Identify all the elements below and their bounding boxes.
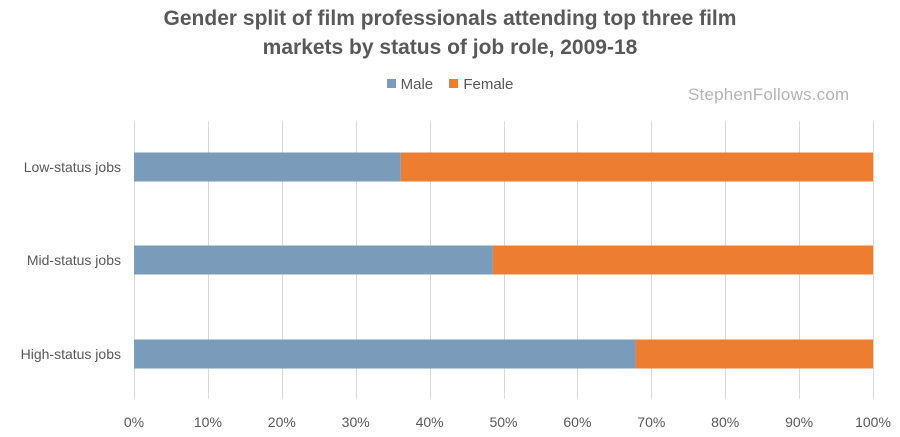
category-label: Mid-status jobs — [27, 252, 121, 268]
legend-item-male: Male — [386, 76, 434, 93]
x-tick-label: 30% — [342, 414, 370, 430]
x-tick-label: 50% — [489, 414, 517, 430]
bar-male-1 — [134, 245, 493, 275]
legend-swatch-female — [449, 79, 459, 88]
x-tick-label: 10% — [194, 414, 222, 430]
x-tick-label: 100% — [855, 414, 891, 430]
x-tick-label: 90% — [785, 414, 813, 430]
x-tick-label: 60% — [563, 414, 591, 430]
chart-title-line-2: markets by status of job role, 2009-18 — [262, 36, 638, 59]
x-tick-label: 70% — [637, 414, 665, 430]
legend-swatch-male — [386, 79, 396, 88]
chart-title-line-1: Gender split of film professionals atten… — [163, 7, 737, 30]
x-tick-label: 20% — [268, 414, 296, 430]
legend-item-female: Female — [449, 76, 513, 93]
legend-label-male: Male — [400, 76, 434, 93]
legend-label-female: Female — [463, 76, 514, 93]
bar-female-1 — [492, 245, 873, 275]
chart-title: Gender split of film professionals atten… — [0, 4, 900, 62]
category-label: Low-status jobs — [24, 159, 121, 175]
bar-male-0 — [134, 152, 401, 182]
x-tick-label: 80% — [711, 414, 739, 430]
chart-legend: Male Female — [0, 76, 900, 93]
bar-female-0 — [400, 152, 873, 182]
category-label: High-status jobs — [21, 346, 121, 362]
bar-female-2 — [635, 339, 873, 369]
watermark: StephenFollows.com — [688, 85, 850, 104]
x-tick-label: 40% — [416, 414, 444, 430]
bar-male-2 — [134, 339, 636, 369]
x-tick-label: 0% — [124, 414, 144, 430]
